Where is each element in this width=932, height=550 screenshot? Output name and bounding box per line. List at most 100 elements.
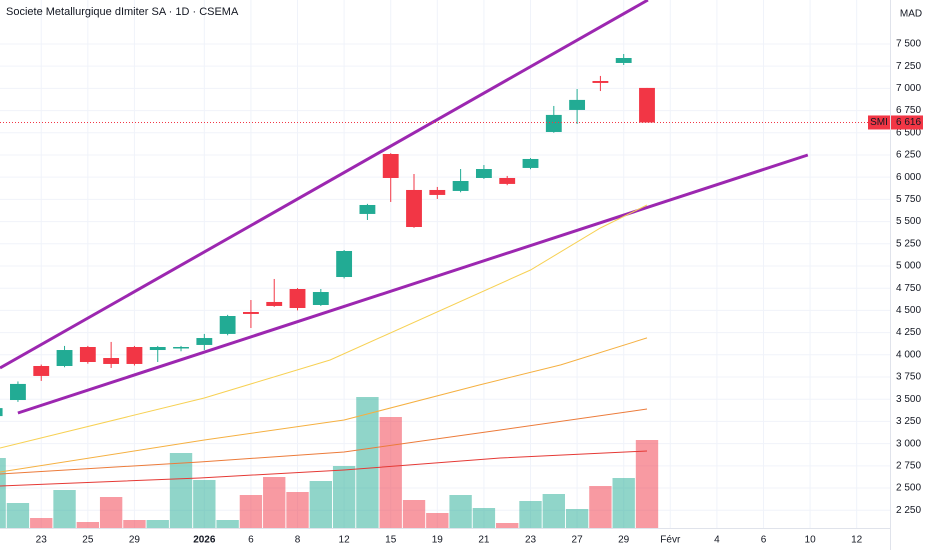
candle-body: [312, 292, 329, 305]
x-tick-label: 27: [572, 535, 584, 546]
candle-body: [243, 312, 259, 314]
symbol-label: SMI: [870, 117, 888, 128]
y-tick-label: 6 750: [896, 105, 921, 116]
x-tick-label: 29: [129, 535, 141, 546]
candle-body: [196, 338, 213, 345]
volume-bar: [216, 520, 239, 528]
volume-bar: [99, 497, 123, 528]
volume-bar: [263, 477, 286, 528]
candle-body: [103, 358, 120, 364]
volume-bar: [193, 480, 216, 528]
volume-bar: [6, 503, 30, 528]
candle-body: [545, 114, 562, 132]
volume-bar: [239, 495, 263, 528]
x-tick-label: 10: [805, 535, 817, 546]
candle-body: [382, 154, 399, 178]
volume-bar: [449, 495, 472, 528]
x-tick-label: 12: [339, 535, 351, 546]
volume-bar: [332, 466, 356, 528]
y-tick-label: 3 000: [896, 438, 921, 449]
candle-body: [10, 383, 26, 401]
volume-bar: [53, 490, 76, 528]
y-tick-label: 3 250: [896, 416, 921, 427]
currency-label: MAD: [900, 9, 922, 20]
overlay-line: [0, 450, 648, 487]
volume-bar: [30, 518, 53, 528]
candle-body: [219, 316, 236, 334]
volume-bar: [635, 440, 659, 528]
x-tick-label: 8: [295, 535, 301, 546]
candle-body: [452, 181, 469, 191]
candle-body: [615, 57, 632, 63]
y-tick-label: 4 500: [896, 305, 921, 316]
candle-body: [79, 346, 96, 363]
y-tick-label: 5 500: [896, 216, 921, 227]
volume-bar: [379, 417, 402, 528]
candle-body: [499, 177, 516, 184]
grid: [0, 0, 890, 528]
y-tick-label: 2 750: [896, 460, 921, 471]
x-tick-label: 2026: [193, 535, 216, 546]
y-tick-label: 4 250: [896, 327, 921, 338]
volume-bar: [0, 458, 6, 528]
candle-body: [429, 189, 446, 195]
volume-bar: [519, 501, 542, 528]
candle-body: [475, 169, 492, 178]
y-tick-label: 4 000: [896, 349, 921, 360]
y-tick-label: 3 500: [896, 394, 921, 405]
candle-body: [359, 204, 376, 214]
candle-body: [266, 301, 283, 306]
candle-body: [406, 189, 422, 228]
x-tick-label: 6: [761, 535, 767, 546]
candle-body: [33, 366, 50, 376]
y-tick-label: 5 000: [896, 261, 921, 272]
volume-bar: [496, 523, 519, 528]
overlay-layer: [0, 0, 809, 487]
candle-body: [569, 99, 586, 110]
overlay-line: [0, 204, 648, 449]
candle-body: [289, 289, 306, 309]
volume-bar: [123, 520, 146, 528]
y-tick-label: 4 750: [896, 283, 921, 294]
x-tick-label: 23: [36, 535, 48, 546]
x-tick-label: 25: [82, 535, 94, 546]
candle-body: [336, 250, 353, 278]
volume-bar: [356, 397, 379, 528]
candle-body: [0, 408, 3, 417]
overlay-line: [0, 0, 649, 370]
y-tick-label: 5 750: [896, 194, 921, 205]
volume-bar: [402, 500, 426, 528]
volume-bar: [565, 509, 589, 528]
x-tick-label: Févr: [660, 535, 681, 546]
y-tick-label: 6 250: [896, 150, 921, 161]
volume-bar: [589, 486, 612, 528]
candle-body: [126, 346, 143, 364]
y-tick-label: 5 250: [896, 238, 921, 249]
x-tick-label: 4: [714, 535, 720, 546]
candle-body: [149, 346, 166, 351]
volume-bar: [472, 508, 496, 528]
y-tick-label: 6 500: [896, 127, 921, 138]
symbol-tag: [868, 115, 890, 130]
x-tick-label: 12: [851, 535, 863, 546]
volume-bar: [146, 520, 169, 528]
y-tick-label: 3 750: [896, 372, 921, 383]
x-tick-label: 29: [618, 535, 630, 546]
candle-body: [592, 80, 609, 83]
x-tick-label: 23: [525, 535, 537, 546]
volume-bar: [286, 492, 309, 528]
x-tick-label: 21: [478, 535, 490, 546]
x-tick-label: 6: [248, 535, 254, 546]
price-tag: [891, 115, 923, 130]
x-tick-label: 15: [385, 535, 397, 546]
y-tick-label: 2 250: [896, 505, 921, 516]
y-tick-label: 7 000: [896, 83, 921, 94]
y-tick-label: 2 500: [896, 483, 921, 494]
volume-bar: [76, 522, 100, 528]
volume-bar: [612, 478, 635, 528]
volume-bar: [426, 513, 449, 528]
candle-body: [639, 87, 655, 123]
